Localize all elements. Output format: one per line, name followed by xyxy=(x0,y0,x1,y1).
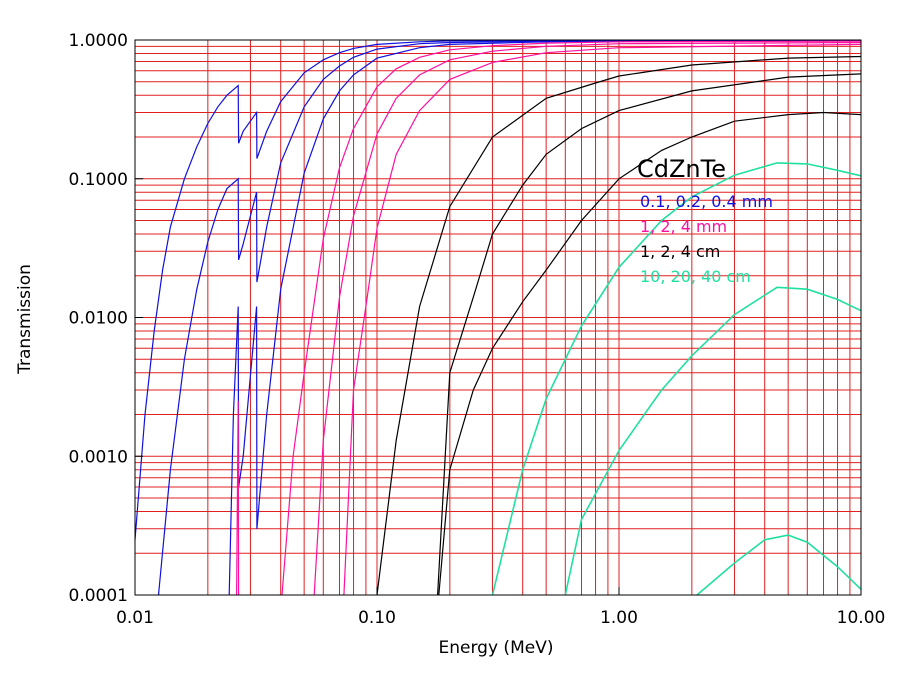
ticks-layer: 0.01 0.10 1.00 10.00 0.0001 0.0010 0.0100 0.100… xyxy=(69,31,886,628)
series-line-7 xyxy=(376,55,862,596)
legend-entry: 0.1, 0.2, 0.4 mm xyxy=(640,192,773,211)
y-tick-label: 0.0010 xyxy=(69,447,128,467)
series-line-11 xyxy=(564,286,862,596)
x-tick-label: 0.10 xyxy=(358,608,396,628)
x-tick-label: 10.00 xyxy=(837,608,886,628)
series-line-0 xyxy=(134,39,862,540)
x-axis-label: Energy (MeV) xyxy=(439,638,554,658)
series-line-8 xyxy=(437,73,862,596)
legend-entry: 1, 2, 4 mm xyxy=(640,217,727,236)
series-line-5 xyxy=(313,41,862,596)
legend-entry: 1, 2, 4 cm xyxy=(640,242,720,261)
series-line-10 xyxy=(491,162,862,596)
series-line-12 xyxy=(696,534,862,596)
y-tick-label: 1.0000 xyxy=(69,31,128,51)
series-line-6 xyxy=(343,43,862,596)
y-tick-label: 0.0100 xyxy=(69,309,128,329)
legend-entry: 10, 20, 40 cm xyxy=(640,267,751,286)
legend-title: CdZnTe xyxy=(637,155,726,183)
y-axis-label: Transmission xyxy=(15,264,35,375)
x-tick-label: 1.00 xyxy=(600,608,638,628)
series-line-3 xyxy=(236,400,240,596)
series-line-9 xyxy=(438,111,862,596)
legend: CdZnTe 0.1, 0.2, 0.4 mm 1, 2, 4 mm 1, 2, 4… xyxy=(637,155,773,286)
series-line-4 xyxy=(281,40,862,596)
x-tick-label: 0.01 xyxy=(116,608,154,628)
y-tick-label: 0.0001 xyxy=(69,586,128,606)
y-tick-label: 0.1000 xyxy=(69,170,128,190)
series-line-1 xyxy=(157,39,862,596)
series-layer xyxy=(134,39,862,596)
